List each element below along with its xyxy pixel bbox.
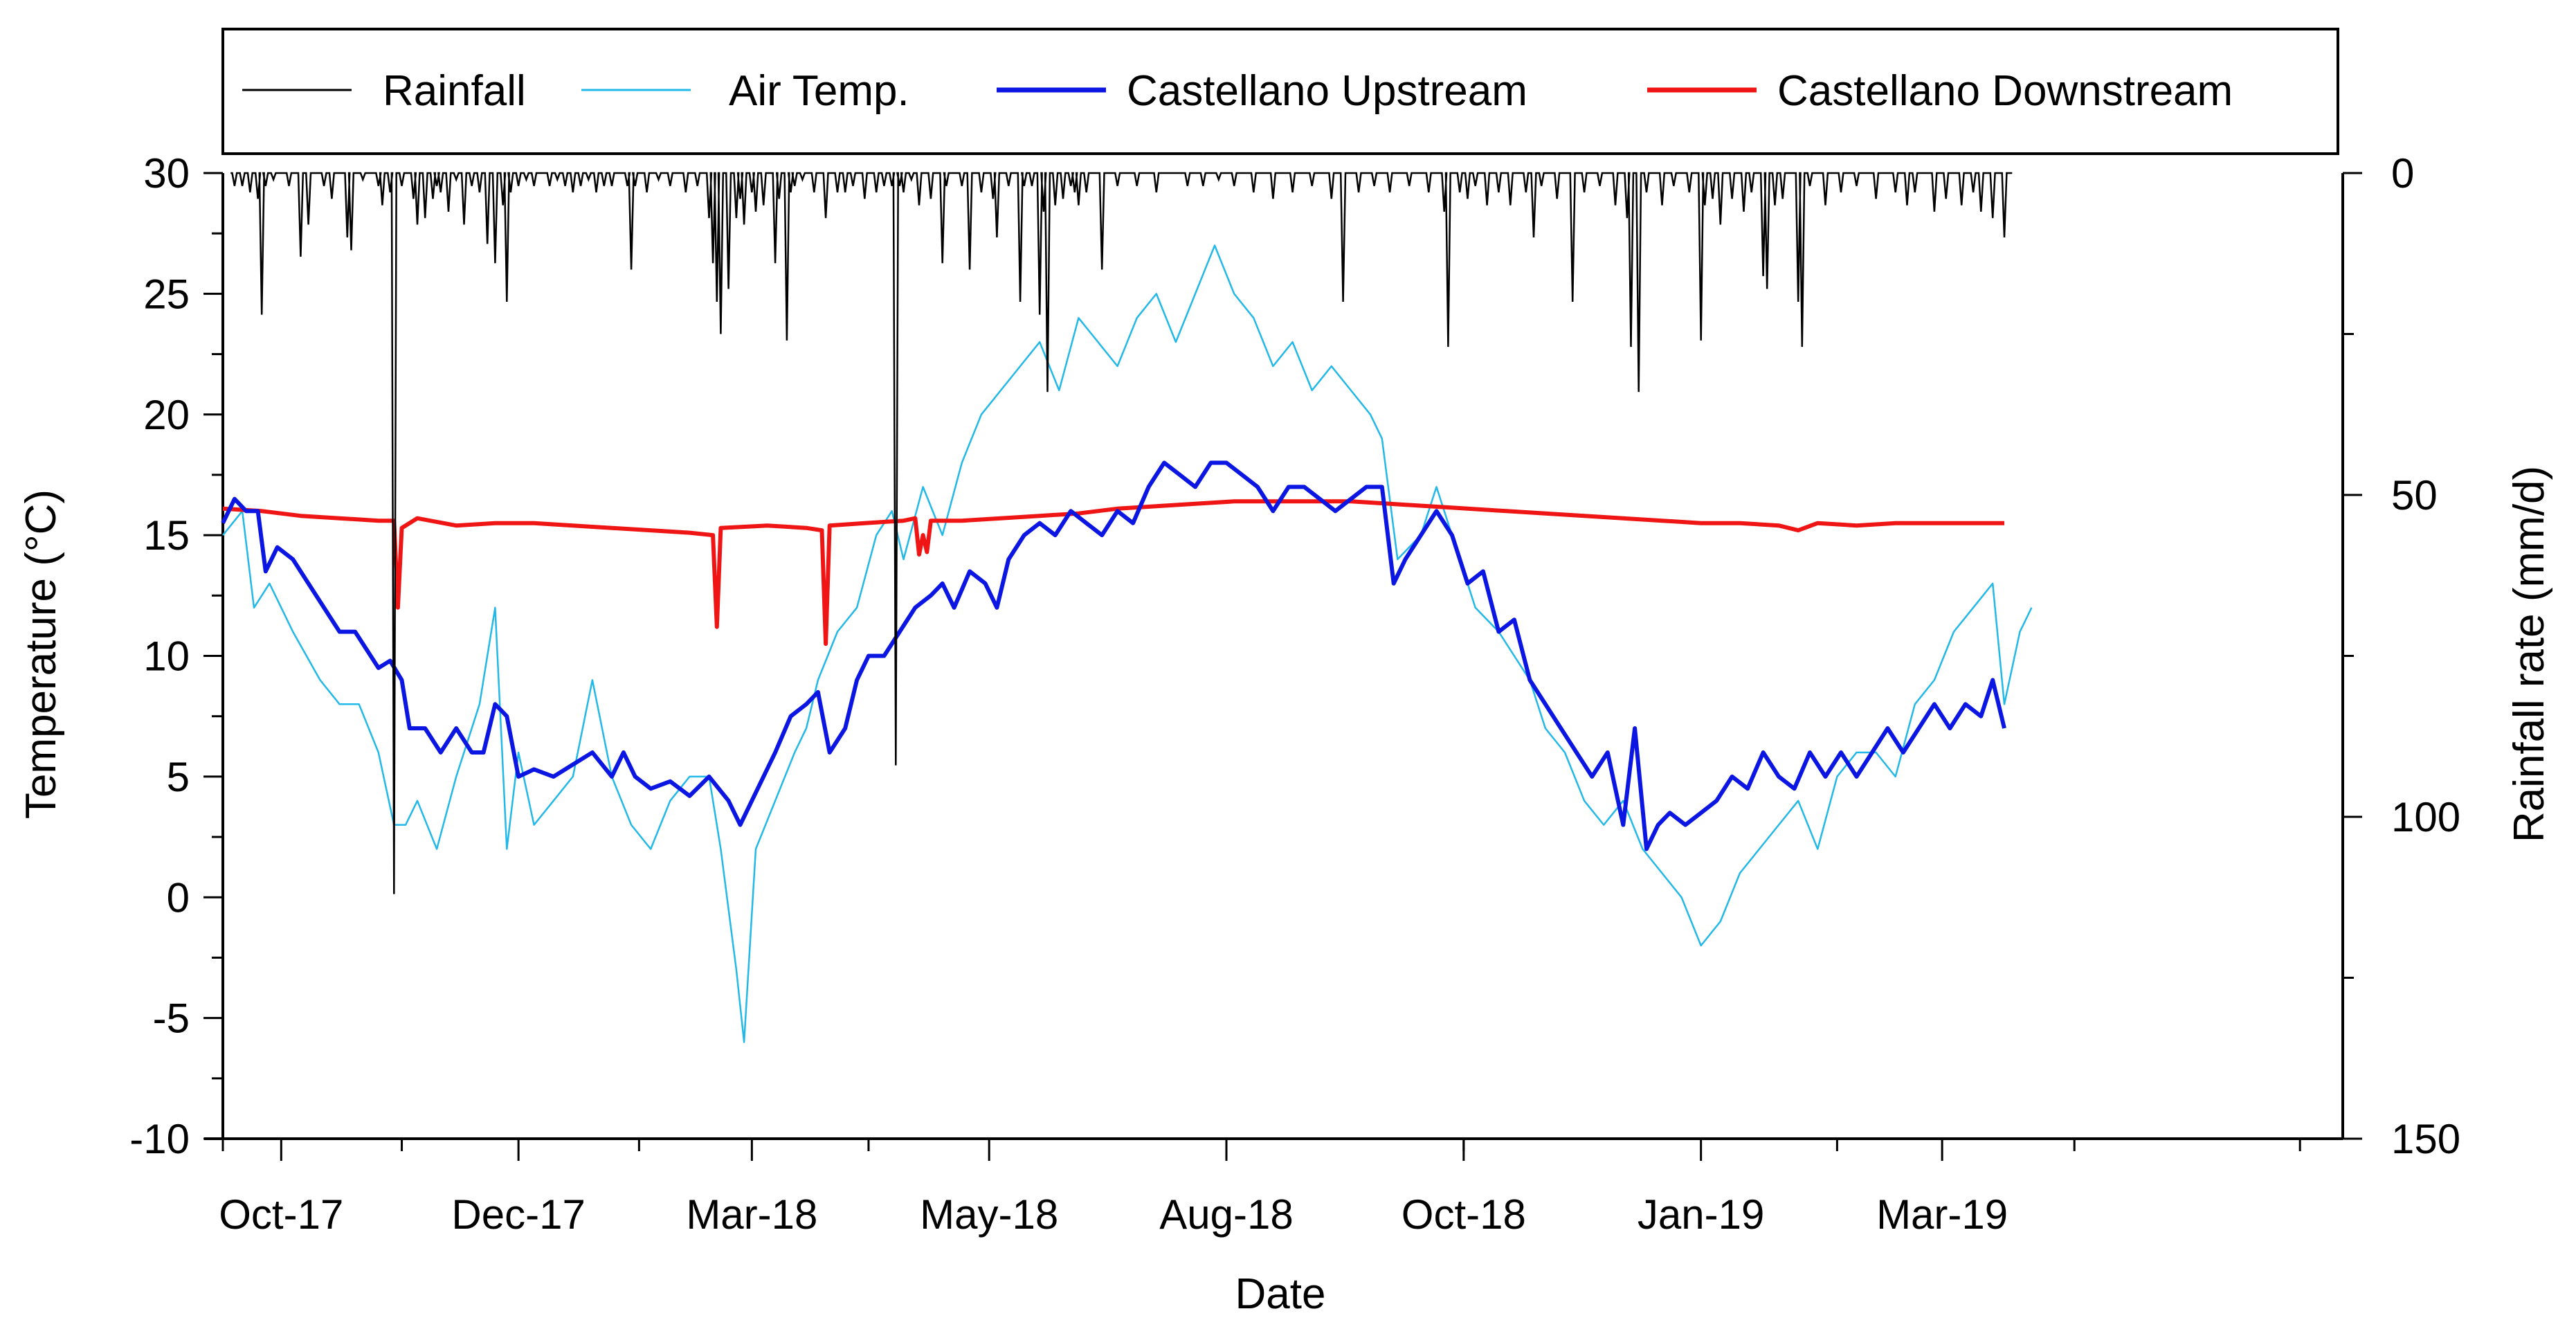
legend-label-downstream: Castellano Downstream	[1777, 67, 2233, 115]
legend-label-air-temp: Air Temp.	[729, 67, 909, 115]
legend-frame	[221, 28, 2339, 155]
x-axis-label: Date	[1235, 1270, 1326, 1318]
x-tick-label: Jan-19	[1638, 1191, 1764, 1238]
left-axis-ticks: -10 -5 0 5 10 15 20 25 30	[129, 150, 223, 1162]
series-castellano-downstream-line	[222, 499, 2004, 647]
x-tick-label: May-18	[920, 1191, 1058, 1238]
left-tick-label: 0	[167, 874, 190, 921]
left-tick-label: 15	[143, 512, 190, 559]
legend-label-upstream: Castellano Upstream	[1127, 67, 1527, 115]
series-rainfall-line	[230, 172, 2013, 894]
legend-label-rainfall: Rainfall	[383, 67, 526, 115]
x-tick-label: Mar-19	[1876, 1191, 2008, 1238]
x-tick-label: Mar-18	[686, 1191, 817, 1238]
left-tick-label: -10	[129, 1116, 190, 1162]
series-air-temp-line	[222, 244, 2033, 1043]
left-tick-label: 5	[167, 754, 190, 800]
x-tick-label: Dec-17	[451, 1191, 585, 1238]
right-tick-label: 50	[2391, 472, 2438, 518]
right-tick-label: 100	[2391, 794, 2460, 840]
left-tick-label: 10	[143, 633, 190, 680]
left-tick-label: -5	[153, 995, 190, 1042]
x-tick-label: Aug-18	[1159, 1191, 1293, 1238]
x-tick-label: Oct-18	[1402, 1191, 1526, 1238]
left-tick-label: 25	[143, 271, 190, 317]
left-tick-label: 30	[143, 150, 190, 197]
left-tick-label: 20	[143, 392, 190, 438]
y-axis-label-right: Rainfall rate (mm/d)	[2505, 466, 2553, 842]
legend: Rainfall Air Temp. Castellano Upstream C…	[221, 28, 2339, 155]
x-tick-label: Oct-17	[219, 1191, 343, 1238]
y-axis-label-left: Temperature (°C)	[17, 489, 65, 819]
right-tick-label: 0	[2391, 150, 2414, 197]
right-tick-label: 150	[2391, 1116, 2460, 1162]
right-axis-ticks: 0 50 100 150	[2343, 150, 2460, 1162]
series-castellano-upstream-line	[221, 460, 2006, 851]
x-axis-ticks: Oct-17 Dec-17 Mar-18 May-18 Aug-18 Oct-18 Jan-…	[219, 1139, 2301, 1238]
